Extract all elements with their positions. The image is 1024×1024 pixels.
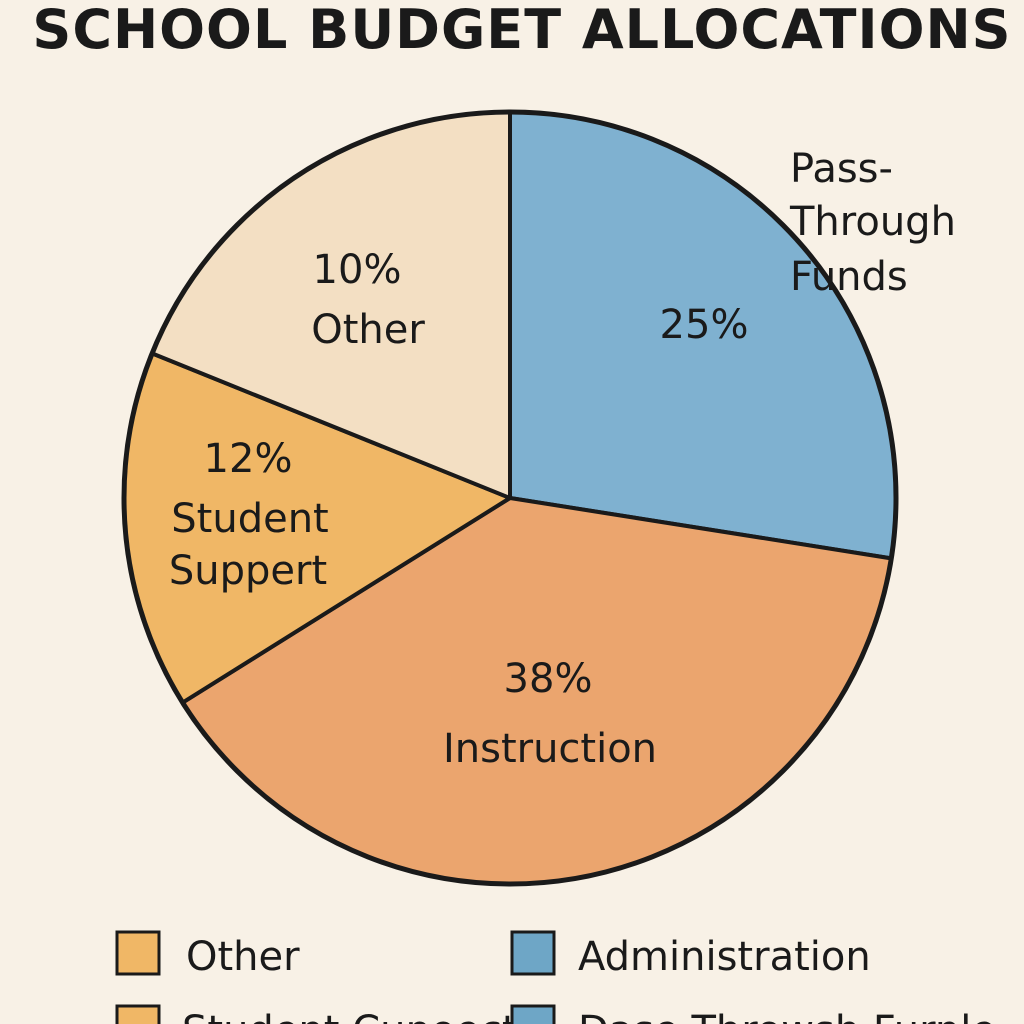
slice-name-other: Other [311, 307, 425, 353]
slice-value-student-support: 12% [204, 436, 293, 482]
callout-line: Funds [790, 254, 908, 300]
slice-labels: 25% 38% Instruction 12% Student Suppert 10% Oth… [169, 247, 749, 772]
slice-value-pass-through: 25% [660, 302, 749, 348]
slice-name-student-support: Suppert [169, 548, 327, 594]
legend-swatch [510, 930, 556, 976]
pie-outline [121, 109, 899, 887]
legend-label: Dase Throwsh Furnle [578, 1008, 996, 1024]
chart-title: SCHOOL BUDGET ALLOCATIONS [32, 0, 1011, 61]
slice-name-student-support: Student [171, 496, 328, 542]
pass-through-callout: Pass- Through Funds [789, 146, 956, 300]
callout-line: Pass- [790, 146, 893, 192]
slice-value-other: 10% [313, 247, 402, 293]
legend-label: Student Cupoect [182, 1008, 518, 1024]
legend-swatch [510, 1004, 556, 1024]
legend: Other Administration Student Cupoect Dase T… [115, 930, 996, 1024]
legend-label: Administration [578, 934, 871, 980]
legend-swatch [115, 930, 161, 976]
legend-label: Other [186, 934, 300, 980]
callout-line: Through [789, 199, 956, 245]
slice-name-instruction: Instruction [443, 726, 657, 772]
legend-swatch [115, 1004, 161, 1024]
slice-value-instruction: 38% [504, 656, 593, 702]
pie-slices [122, 110, 898, 886]
